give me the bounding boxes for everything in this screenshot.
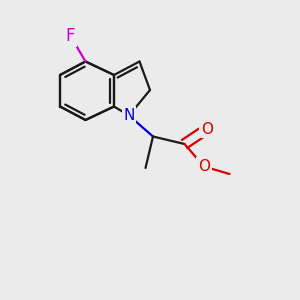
Text: N: N — [123, 108, 135, 123]
Text: F: F — [66, 27, 75, 45]
Text: O: O — [201, 122, 213, 136]
Text: O: O — [198, 159, 210, 174]
